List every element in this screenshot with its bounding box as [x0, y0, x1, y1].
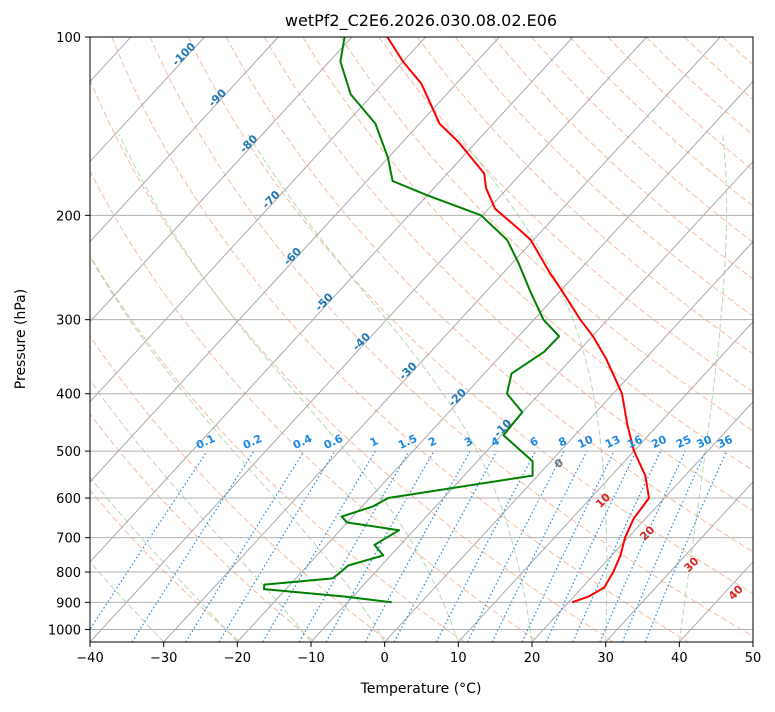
- x-tick-label: 10: [450, 651, 467, 666]
- mixing-ratio-line: [522, 451, 614, 642]
- x-tick-label: −40: [76, 651, 103, 666]
- plot-frame: [90, 37, 753, 642]
- dry-adiabat-line: [36, 37, 539, 642]
- moist-adiabat-line: [753, 134, 775, 642]
- mixing-ratio-label: 6: [528, 434, 541, 449]
- mixing-ratio-line: [186, 451, 304, 642]
- mixing-ratio-label: 8: [556, 434, 568, 449]
- x-tick-label: 20: [524, 651, 541, 666]
- y-tick-label: 900: [56, 596, 81, 611]
- x-tick-label: −30: [150, 651, 177, 666]
- dry-adiabat-line: [532, 37, 775, 642]
- dry-adiabat-line: [722, 37, 775, 642]
- isotherm-label: -80: [237, 132, 260, 155]
- y-tick-label: 800: [56, 566, 81, 581]
- mixing-ratio-line: [82, 451, 207, 642]
- y-axis-title: Pressure (hPa): [13, 289, 29, 389]
- isotherm-line: [0, 37, 499, 642]
- isotherm-line: [679, 37, 775, 642]
- moist-adiabat-line: [248, 134, 532, 642]
- x-axis-title: Temperature (°C): [360, 681, 482, 697]
- mixing-ratio-label: 13: [603, 433, 622, 451]
- wet-bulb-label: 0: [552, 456, 567, 471]
- x-tick-label: 0: [381, 651, 389, 666]
- isotherm-label: -90: [206, 86, 229, 109]
- wet-bulb-label: 40: [726, 582, 746, 602]
- chart-title: wetPf2_C2E6.2026.030.08.02.E06: [285, 11, 557, 31]
- isotherm-line: [753, 37, 775, 642]
- x-tick-label: −20: [224, 651, 251, 666]
- moist-adiabat-line: [119, 134, 458, 642]
- dry-adiabat-line: [761, 37, 775, 642]
- dry-adiabat-line: [379, 37, 775, 642]
- mixing-ratio-line: [394, 451, 497, 642]
- isotherm-label: -70: [260, 188, 283, 211]
- y-tick-label: 300: [56, 314, 81, 329]
- mixing-ratio-label: 25: [674, 433, 693, 451]
- mixing-ratio-label: 0.1: [194, 432, 217, 452]
- x-tick-label: −10: [297, 651, 324, 666]
- isotherm-line: [237, 37, 775, 642]
- dry-adiabat-line: [74, 37, 614, 642]
- dry-adiabat-line: [570, 37, 775, 642]
- x-tick-label: 50: [745, 651, 762, 666]
- mixing-ratio-label: 36: [715, 433, 735, 451]
- mixing-ratio-label: 3: [462, 434, 474, 449]
- isotherm-line: [0, 37, 352, 642]
- moist-adiabat-line: [32, 134, 385, 642]
- mixing-ratio-line: [263, 451, 376, 642]
- dry-adiabat-line: [226, 37, 775, 642]
- mixing-ratio-line: [468, 451, 565, 642]
- background-lines: [0, 37, 775, 642]
- y-tick-label: 500: [56, 445, 81, 460]
- y-tick-label: 200: [56, 209, 81, 224]
- mixing-ratio-label: 10: [576, 433, 596, 451]
- mixing-ratio-label: 20: [649, 433, 669, 451]
- y-tick-label: 600: [56, 492, 81, 507]
- mixing-ratio-line: [573, 451, 661, 642]
- isotherm-label: -100: [170, 40, 199, 69]
- mixing-ratio-label: 2: [426, 434, 438, 449]
- moist-adiabat-line: [459, 134, 607, 642]
- mixing-ratio-line: [365, 451, 470, 642]
- mixing-ratio-label: 0.2: [241, 432, 264, 452]
- isotherm-label: -20: [446, 386, 469, 409]
- wet-bulb-label: 10: [593, 490, 613, 510]
- isotherm-line: [164, 37, 721, 642]
- dry-adiabat-line: [265, 37, 775, 642]
- dry-adiabat-line: [112, 37, 688, 642]
- dry-adiabat-line: [684, 37, 775, 642]
- wet-bulb-label: 20: [637, 523, 657, 543]
- isotherm-line: [606, 37, 775, 642]
- dry-adiabat-line: [0, 37, 240, 642]
- pressure-grid: [90, 37, 753, 629]
- isotherm-line: [532, 37, 775, 642]
- dry-adiabat-line: [188, 37, 775, 642]
- dry-adiabat-line: [150, 37, 763, 642]
- mixing-ratio-label: 1.5: [396, 432, 419, 452]
- dry-adiabat-line: [417, 37, 775, 642]
- isotherm-label: -60: [281, 245, 304, 268]
- x-tick-label: 40: [671, 651, 688, 666]
- dry-adiabat-line: [0, 37, 315, 642]
- y-tick-label: 400: [56, 388, 81, 403]
- mixing-ratio-label: 0.4: [291, 432, 314, 452]
- mixing-ratio-label: 1: [368, 434, 380, 449]
- mixing-ratio-label: 30: [695, 433, 715, 451]
- x-tick-label: 30: [597, 651, 614, 666]
- y-tick-label: 100: [56, 31, 81, 46]
- dry-adiabat-line: [303, 37, 775, 642]
- isotherm-line: [0, 37, 278, 642]
- mixing-ratio-line: [436, 451, 535, 642]
- y-tick-label: 1000: [48, 623, 81, 638]
- isotherm-line: [16, 37, 573, 642]
- mixing-ratio-line: [219, 451, 335, 642]
- y-tick-label: 700: [56, 532, 81, 547]
